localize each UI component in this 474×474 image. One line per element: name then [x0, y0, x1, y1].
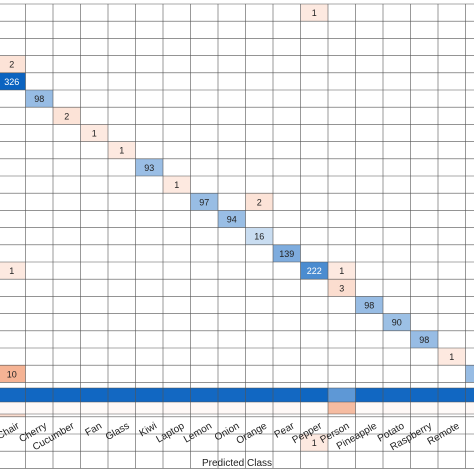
heatmap-cell: [135, 158, 163, 176]
heatmap-cell: [245, 193, 273, 211]
cell-value: 10: [7, 369, 17, 379]
false-discovery-cell: [53, 402, 81, 414]
heatmap-cell: [300, 4, 328, 22]
false-discovery-cell: [135, 402, 163, 414]
precision-cell: [410, 388, 438, 402]
precision-cell: [80, 388, 108, 402]
heatmap-cell: [465, 365, 474, 383]
false-discovery-cell: [355, 402, 383, 414]
precision-cell: [0, 388, 26, 402]
cell-value: 98: [34, 94, 44, 104]
heatmap-cell: [80, 124, 108, 142]
heatmap-cell: [273, 244, 301, 262]
precision-cell: [273, 388, 301, 402]
heatmap-cell: [383, 313, 411, 331]
precision-cell: [438, 388, 466, 402]
precision-cell: [25, 388, 53, 402]
heatmap-cell: [163, 176, 191, 194]
precision-cell: [135, 388, 163, 402]
heatmap-cell: [0, 262, 26, 280]
false-discovery-cell: [0, 402, 26, 414]
heatmap-cell: [245, 227, 273, 245]
heatmap-cell: [190, 193, 218, 211]
precision-cell: [163, 388, 191, 402]
cell-value: 2: [64, 111, 69, 121]
precision-cell: [300, 388, 328, 402]
precision-cell: [245, 388, 273, 402]
precision-cell: [218, 388, 246, 402]
cell-value: 16: [254, 232, 264, 242]
cell-value: 1: [312, 8, 317, 18]
heatmap-cell: [355, 296, 383, 314]
precision-cell: [465, 388, 474, 402]
false-discovery-cell: [163, 402, 191, 414]
heatmap-cell: [410, 330, 438, 348]
cell-value: 2: [9, 60, 14, 70]
cell-value: 1: [312, 438, 317, 448]
false-discovery-cell: [465, 402, 474, 414]
cell-value: 139: [279, 249, 294, 259]
heatmap-cell: [300, 434, 328, 452]
x-axis-title: Predicted Class: [201, 458, 273, 469]
cell-value: 1: [174, 180, 179, 190]
precision-cell: [383, 388, 411, 402]
heatmap-cell: [0, 365, 26, 383]
false-discovery-cell: [108, 402, 136, 414]
cell-value: 1: [9, 266, 14, 276]
cell-value: 2: [257, 197, 262, 207]
false-discovery-cell: [410, 402, 438, 414]
false-discovery-cell: [383, 402, 411, 414]
precision-cell: [355, 388, 383, 402]
precision-cell: [328, 388, 356, 402]
cell-value: 222: [307, 266, 322, 276]
cell-value: 1: [119, 146, 124, 156]
false-discovery-cell: [300, 402, 328, 414]
false-discovery-cell: [218, 402, 246, 414]
false-discovery-cell: [190, 402, 218, 414]
cell-value: 98: [419, 335, 429, 345]
heatmap-cell: [53, 107, 81, 125]
cell-value: 93: [144, 163, 154, 173]
false-discovery-cell: [328, 402, 356, 414]
cell-value: 326: [4, 77, 19, 87]
heatmap-cell: [328, 262, 356, 280]
heatmap-cell: [328, 279, 356, 297]
false-discovery-cell: [273, 402, 301, 414]
false-discovery-cell: [80, 402, 108, 414]
heatmap-cell: [0, 55, 26, 73]
heatmap-cell: [0, 72, 26, 90]
precision-cell: [53, 388, 81, 402]
false-discovery-cell: [25, 402, 53, 414]
heatmap-cell: [218, 210, 246, 228]
cell-value: 97: [199, 197, 209, 207]
cell-value: 98: [364, 301, 374, 311]
cell-value: 1: [339, 266, 344, 276]
cell-value: 3: [339, 283, 344, 293]
heatmap-cell: [108, 141, 136, 159]
cell-value: 1: [449, 352, 454, 362]
precision-cell: [108, 388, 136, 402]
false-discovery-cell: [245, 402, 273, 414]
heatmap-cell: [25, 90, 53, 108]
cell-value: 90: [392, 318, 402, 328]
heatmap-cell: [438, 348, 466, 366]
precision-cell: [190, 388, 218, 402]
cell-value: 1: [92, 129, 97, 139]
heatmap-cell: [300, 262, 328, 280]
cell-value: 94: [227, 215, 237, 225]
false-discovery-cell: [438, 402, 466, 414]
